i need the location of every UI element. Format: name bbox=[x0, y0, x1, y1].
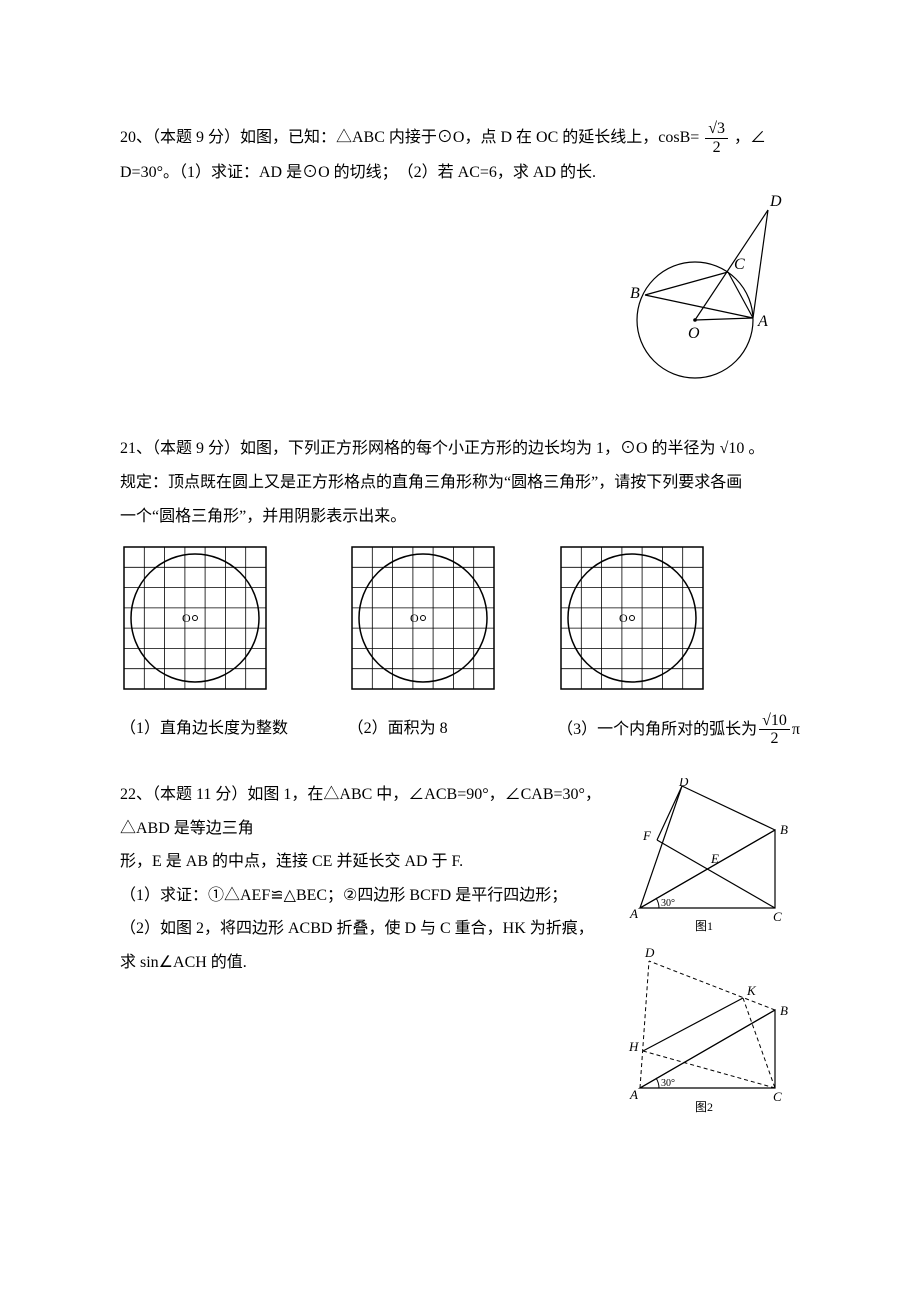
p22-fig2-b: B bbox=[780, 1003, 788, 1018]
p22-fig2-c: C bbox=[773, 1089, 782, 1104]
p21-grid1-outer bbox=[124, 547, 266, 689]
p20-line-oa bbox=[695, 318, 753, 320]
p22-fig1-svg: 30° D B F E A C 图1 bbox=[625, 778, 800, 933]
p22-fig1-fd bbox=[657, 786, 682, 840]
p21-grids: O （1）直角边长度为整数 O （2）面积为 8 bbox=[120, 543, 800, 748]
p21-line1b: 。 bbox=[748, 440, 764, 457]
p20-line2: D=30°。（1）求证：AD 是⊙O 的切线； （2）若 AC=6，求 AD 的… bbox=[120, 164, 596, 181]
p22-line1: 22、（本题 11 分）如图 1，在△ABC 中，∠ACB=90°，∠CAB=3… bbox=[120, 786, 601, 837]
p22-fig2-kc bbox=[743, 998, 775, 1088]
p22-fig2-ad bbox=[640, 961, 649, 1088]
p21-grid3-svg: O bbox=[557, 543, 707, 693]
p20-frac-num: √3 bbox=[705, 120, 728, 139]
problem-22: 30° D B F E A C 图1 30° bbox=[120, 778, 800, 1113]
p21-c3-frac: √10 2 bbox=[759, 712, 790, 748]
p22-fig1-caption: 图1 bbox=[695, 919, 713, 933]
p20-svg: D C B A O bbox=[610, 190, 800, 390]
p20-line-ca bbox=[728, 272, 753, 318]
p21-grid-3: O （3）一个内角所对的弧长为 √10 2 π bbox=[557, 543, 800, 748]
p22-line4: （2）如图 2，将四边形 ACBD 折叠，使 D 与 C 重合，HK 为折痕， bbox=[120, 920, 594, 937]
p21-grid3-outer bbox=[561, 547, 703, 689]
p22-fig2-h: H bbox=[628, 1039, 639, 1054]
p21-grid2-svg: O bbox=[348, 543, 498, 693]
p21-line3: 一个“圆格三角形”，并用阴影表示出来。 bbox=[120, 508, 406, 525]
p21-grid2-outer bbox=[352, 547, 494, 689]
p22-fig2-bd bbox=[649, 961, 775, 1010]
p22-fig1-bd bbox=[682, 786, 775, 830]
p22-fig1-e: E bbox=[710, 851, 719, 866]
p22-fig2-anglearc bbox=[656, 1078, 659, 1088]
p21-caption-3: （3）一个内角所对的弧长为 √10 2 π bbox=[557, 712, 800, 748]
p21-text: 21、（本题 9 分）如图，下列正方形网格的每个小正方形的边长均为 1，⊙O 的… bbox=[120, 432, 800, 533]
p21-caption-1: （1）直角边长度为整数 bbox=[120, 712, 288, 746]
p20-frac: √3 2 bbox=[705, 120, 728, 156]
p22-fig1-b: B bbox=[780, 822, 788, 837]
p21-line2: 规定：顶点既在圆上又是正方形格点的直角三角形称为“圆格三角形”，请按下列要求各画 bbox=[120, 474, 742, 491]
p20-frac-den: 2 bbox=[705, 139, 728, 157]
p21-c3a: （3）一个内角所对的弧长为 bbox=[557, 713, 757, 747]
p22-fig1-c: C bbox=[773, 909, 782, 924]
p21-grid-1: O （1）直角边长度为整数 bbox=[120, 543, 288, 745]
p22-figures: 30° D B F E A C 图1 30° bbox=[625, 778, 800, 1113]
p21-c3b: π bbox=[792, 713, 800, 747]
p22-line3: （1）求证：①△AEF≌△BEC；②四边形 BCFD 是平行四边形； bbox=[120, 887, 567, 904]
p21-c3-num: √10 bbox=[759, 712, 790, 731]
p22-fig1-d: D bbox=[678, 778, 689, 789]
p22-fig2-ab bbox=[640, 1010, 775, 1088]
p22-fig1-angle: 30° bbox=[661, 898, 675, 909]
p22-fig2-caption: 图2 bbox=[695, 1100, 713, 1113]
p22-fig2-a: A bbox=[629, 1087, 638, 1102]
p20-label-b: B bbox=[630, 285, 640, 302]
p20-text: 20、（本题 9 分）如图，已知：△ABC 内接于⊙O，点 D 在 OC 的延长… bbox=[120, 120, 800, 190]
p21-grid1-o: O bbox=[182, 611, 191, 625]
p20-label-a: A bbox=[757, 313, 768, 330]
p20-line1b: ，∠ bbox=[734, 129, 766, 146]
p22-fig1-anglearc bbox=[656, 898, 659, 908]
p22-fig2-svg: 30° D K B H A C 图2 bbox=[625, 943, 800, 1113]
p22-line2: 形，E 是 AB 的中点，连接 CE 并延长交 AD 于 F. bbox=[120, 853, 463, 870]
p21-grid2-o: O bbox=[410, 611, 419, 625]
p21-c3-den: 2 bbox=[759, 730, 790, 748]
problem-21: 21、（本题 9 分）如图，下列正方形网格的每个小正方形的边长均为 1，⊙O 的… bbox=[120, 432, 800, 748]
p20-label-c: C bbox=[734, 256, 745, 273]
p22-fig1-ad bbox=[640, 786, 682, 908]
p20-figure: D C B A O bbox=[610, 190, 800, 403]
p20-line-od bbox=[695, 210, 768, 320]
p21-radius: √10 bbox=[720, 432, 745, 466]
p20-label-d: D bbox=[769, 193, 782, 210]
p21-grid-2: O （2）面积为 8 bbox=[348, 543, 498, 745]
p22-fig1-a: A bbox=[629, 906, 638, 921]
p22-fig2-k: K bbox=[746, 983, 757, 998]
p22-fig2-angle: 30° bbox=[661, 1078, 675, 1089]
p20-label-o: O bbox=[688, 325, 700, 342]
p22-fig2-d: D bbox=[644, 945, 655, 960]
p21-line1a: 21、（本题 9 分）如图，下列正方形网格的每个小正方形的边长均为 1，⊙O 的… bbox=[120, 440, 716, 457]
problem-20: 20、（本题 9 分）如图，已知：△ABC 内接于⊙O，点 D 在 OC 的延长… bbox=[120, 120, 800, 402]
p21-caption-2: （2）面积为 8 bbox=[348, 712, 498, 746]
p22-fig2-hk bbox=[643, 998, 743, 1051]
p21-grid1-svg: O bbox=[120, 543, 270, 693]
p20-line-ad bbox=[753, 210, 768, 318]
p20-line1a: 20、（本题 9 分）如图，已知：△ABC 内接于⊙O，点 D 在 OC 的延长… bbox=[120, 129, 699, 146]
p22-line5: 求 sin∠ACH 的值. bbox=[120, 954, 247, 971]
p22-fig1-f: F bbox=[642, 828, 652, 843]
p21-grid3-o: O bbox=[619, 611, 628, 625]
